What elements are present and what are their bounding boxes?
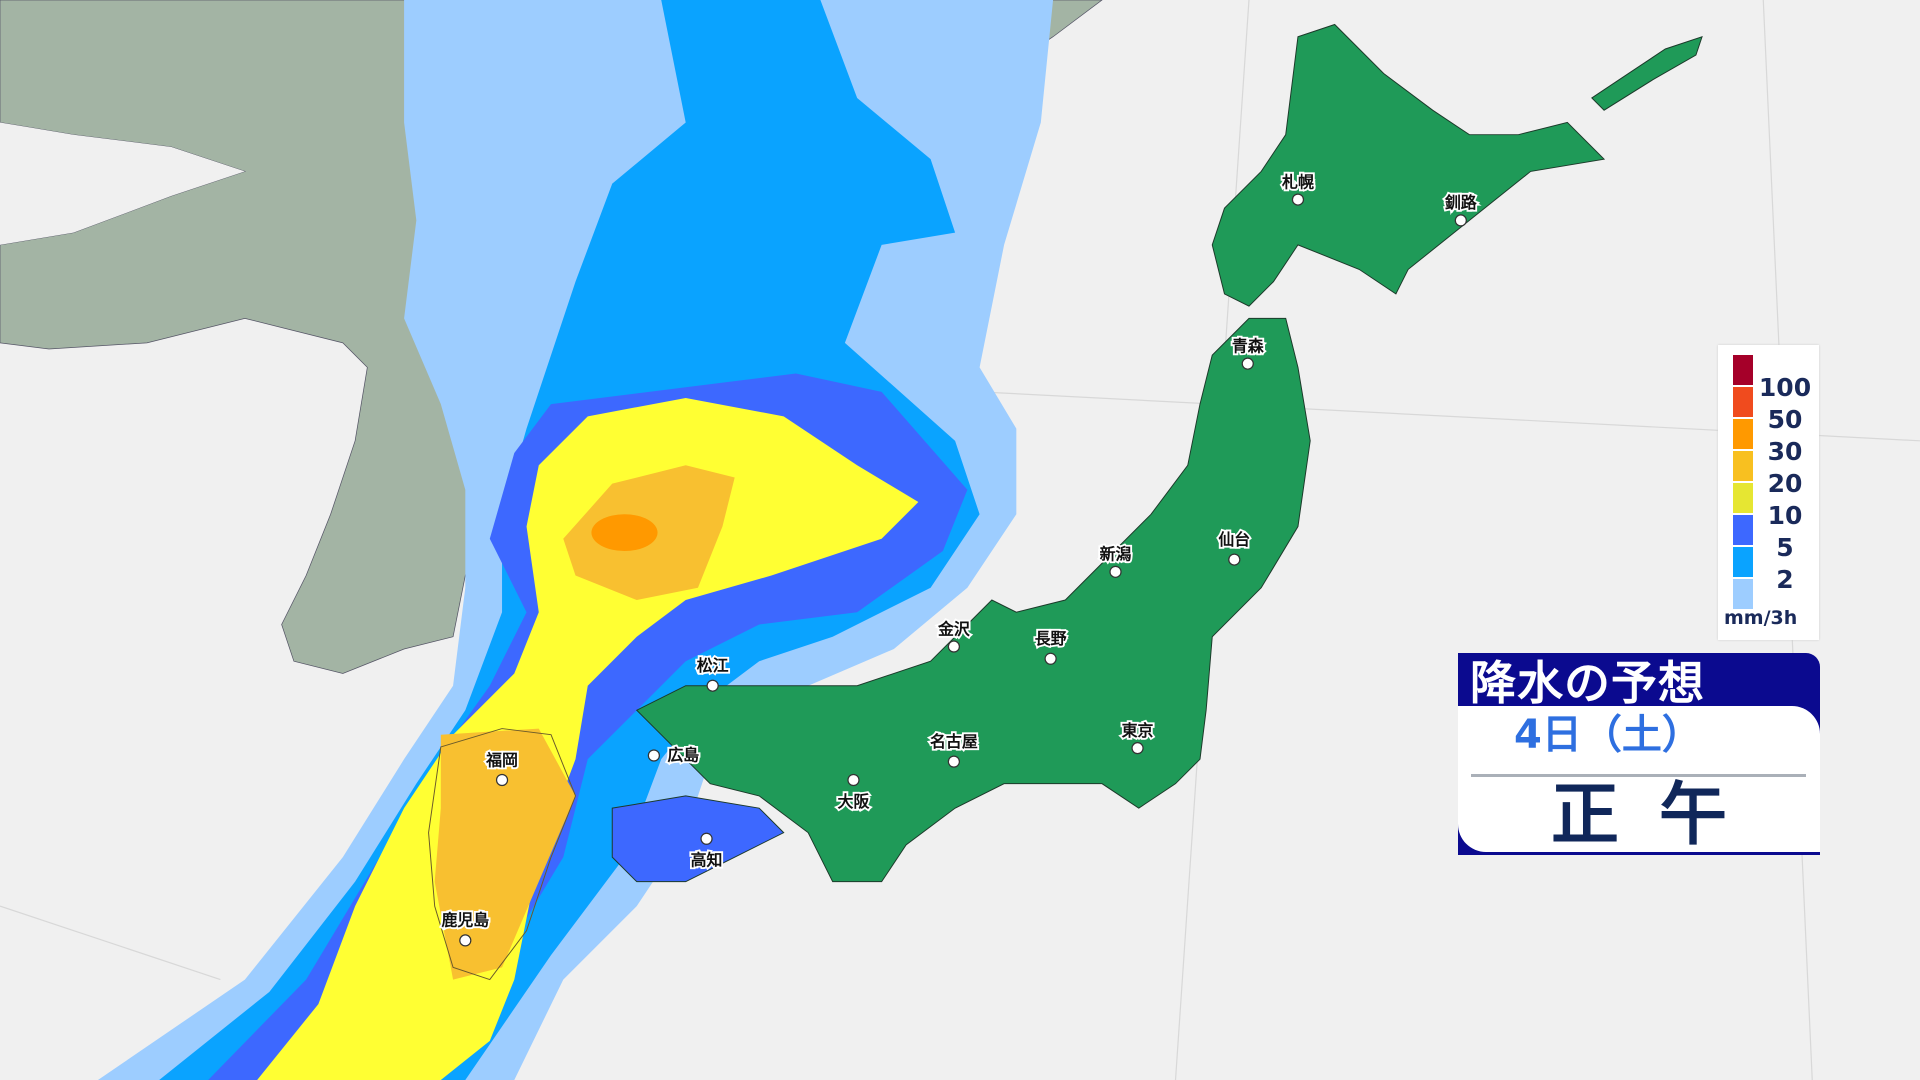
legend-tick: 30 (1767, 437, 1803, 466)
city-dot (847, 773, 860, 787)
legend-unit: mm/3h (1724, 607, 1798, 629)
japan-land (635, 23, 1703, 883)
legend-tick: 10 (1767, 501, 1803, 530)
legend-swatch (1733, 387, 1753, 417)
city-label: 福岡 (485, 750, 518, 769)
rain-level-30 (591, 514, 658, 552)
legend-tick: 2 (1776, 565, 1794, 594)
precipitation-legend: 100 50 30 20 10 5 2 mm/3h (1718, 345, 1819, 640)
forecast-title: 降水の予想 (1470, 656, 1705, 710)
forecast-date: 4日（土） (1514, 712, 1702, 758)
city-dot (947, 755, 960, 768)
city-dot (1228, 553, 1241, 566)
legend-swatch (1733, 483, 1753, 513)
city-dot (1109, 565, 1122, 578)
city-label: 鹿児島 (441, 911, 489, 930)
kuril-islands (1591, 35, 1703, 111)
city-label: 東京 (1122, 721, 1154, 740)
city-dot (706, 679, 719, 692)
kyushu-outline (428, 728, 577, 981)
city-dot (1241, 357, 1254, 370)
city-label: 仙台 (1218, 530, 1250, 549)
honshu (635, 317, 1311, 883)
legend-tick: 5 (1776, 533, 1794, 562)
rain-level-10 (257, 397, 919, 1080)
yellow-sea (0, 122, 245, 245)
city-dot (495, 773, 509, 787)
rain-level-20 (434, 465, 735, 980)
city-label: 新潟 (1100, 545, 1132, 564)
city-label: 松江 (697, 656, 729, 675)
legend-swatch (1733, 355, 1753, 385)
legend-swatch (1733, 579, 1753, 609)
city-label: 青森 (1232, 336, 1265, 355)
legend-tick: 20 (1767, 469, 1803, 498)
city-label: 釧路 (1445, 193, 1478, 212)
city-dot (459, 934, 472, 947)
city-label: 長野 (1035, 629, 1067, 648)
city-dot (1454, 214, 1467, 227)
city-label: 高知 (691, 851, 723, 870)
forecast-time-panel: 4日（土） 正午 (1458, 706, 1820, 855)
legend-tick: 50 (1767, 405, 1803, 434)
legend-swatch (1733, 547, 1753, 577)
city-label: 札幌 (1281, 172, 1314, 191)
city-dot (1044, 652, 1057, 665)
forecast-title-box: 降水の予想 4日（土） 正午 (1458, 653, 1820, 855)
city-dot (1291, 193, 1305, 206)
legend-swatch (1733, 451, 1753, 481)
legend-swatch (1733, 515, 1753, 545)
city-dot (947, 640, 960, 653)
divider (1471, 774, 1806, 777)
legend-tick: 100 (1758, 373, 1812, 402)
shikoku (611, 795, 785, 883)
city-dot (700, 832, 713, 845)
hokkaido (1211, 23, 1606, 307)
city-label: 金沢 (937, 619, 971, 638)
forecast-time: 正午 (1550, 776, 1767, 855)
city-label: 大阪 (838, 792, 870, 811)
city-dot (1131, 742, 1144, 755)
city-dot (647, 749, 660, 762)
city-label: 広島 (667, 745, 699, 764)
legend-swatch (1733, 419, 1753, 449)
city-label: 名古屋 (930, 732, 978, 751)
rain-area (97, 0, 1054, 1080)
